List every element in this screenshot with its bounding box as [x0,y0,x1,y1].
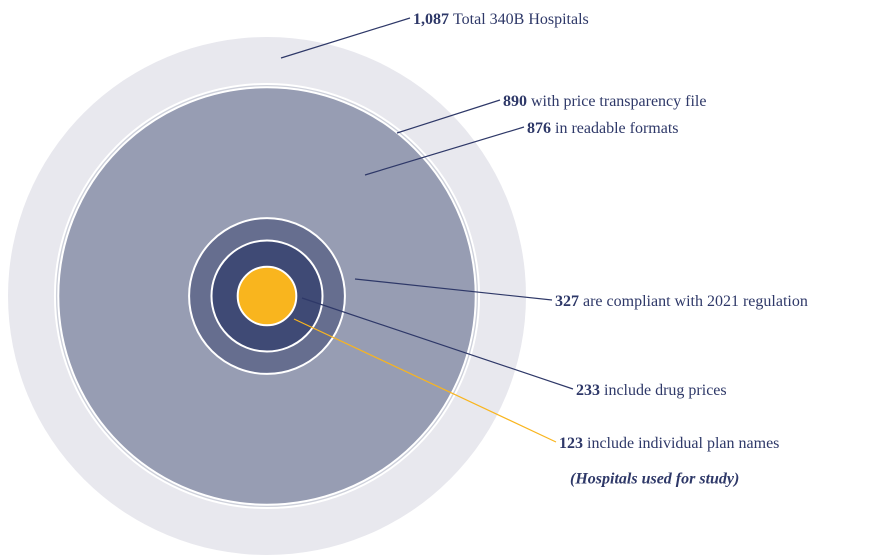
label: 1,087 Total 340B Hospitals [413,11,589,28]
category-label: Total 340B Hospitals [453,11,589,28]
category-label: include drug prices [604,382,727,399]
value-label: 1,087 [413,11,449,28]
leader-line [354,278,553,301]
leader-line [396,99,501,134]
label: 890 with price transparency file [503,93,706,110]
leader-line [364,126,525,176]
circle [236,265,298,327]
label: 327 are compliant with 2021 regulation [555,293,808,310]
leader-line [293,318,557,443]
annotation: (Hospitals used for study) [570,471,739,488]
category-label: in readable formats [555,120,679,137]
category-label: with price transparency file [531,93,706,110]
value-label: 123 [559,435,583,452]
leaders [280,17,574,443]
label: 123 include individual plan names [559,435,779,452]
value-label: 876 [527,120,551,137]
leader-line [301,297,574,390]
leader-line [280,17,411,59]
value-label: 327 [555,293,579,310]
category-label: include individual plan names [587,435,779,452]
circles [8,37,526,555]
value-label: 233 [576,382,600,399]
labels: 1,087 Total 340B Hospitals 890 with price… [413,11,808,452]
label: 876 in readable formats [527,120,679,137]
value-label: 890 [503,93,527,110]
label: 233 include drug prices [576,382,727,399]
category-label: are compliant with 2021 regulation [583,293,808,310]
